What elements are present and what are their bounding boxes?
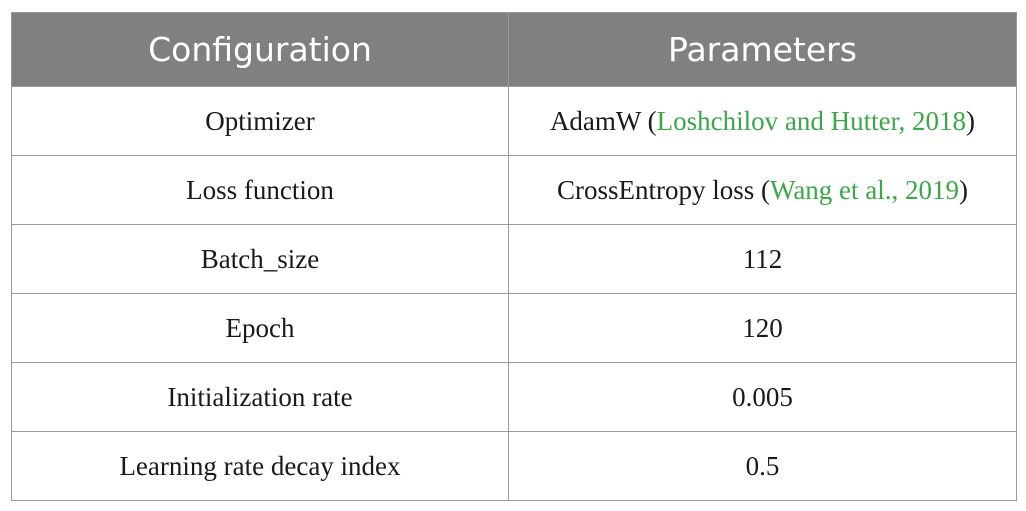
param-cell: 112 [508, 224, 1017, 294]
table-row: Batch_size 112 [11, 224, 1017, 294]
config-cell: Batch_size [11, 224, 509, 294]
config-cell: Loss function [11, 155, 509, 225]
citation-open: ( [640, 105, 657, 136]
citation-link[interactable]: Loshchilov and Hutter, 2018 [656, 105, 967, 136]
config-cell: Epoch [11, 293, 509, 363]
header-configuration: Configuration [11, 12, 509, 87]
config-cell: Learning rate decay index [11, 431, 509, 501]
table-row: Epoch 120 [11, 293, 1017, 363]
table-row: Learning rate decay index 0.5 [11, 431, 1017, 501]
config-cell: Initialization rate [11, 362, 509, 432]
param-cell: AdamW (Loshchilov and Hutter, 2018) [508, 86, 1017, 156]
config-table-container: Configuration Parameters Optimizer AdamW… [11, 12, 1017, 501]
table-header: Configuration Parameters [11, 12, 1017, 87]
param-value: AdamW [549, 105, 641, 136]
param-cell: CrossEntropy loss (Wang et al., 2019) [508, 155, 1017, 225]
param-cell: 0.005 [508, 362, 1017, 432]
param-cell: 120 [508, 293, 1017, 363]
header-row: Configuration Parameters [11, 12, 1017, 87]
table-row: Loss function CrossEntropy loss (Wang et… [11, 155, 1017, 225]
table-row: Optimizer AdamW (Loshchilov and Hutter, … [11, 86, 1017, 156]
citation-close: ) [959, 174, 969, 205]
citation-open: ( [754, 174, 770, 205]
param-cell: 0.5 [508, 431, 1017, 501]
citation-link[interactable]: Wang et al., 2019 [770, 174, 960, 205]
config-parameters-table: Configuration Parameters Optimizer AdamW… [11, 12, 1017, 501]
param-value: CrossEntropy loss [556, 174, 755, 205]
config-cell: Optimizer [11, 86, 509, 156]
citation-close: ) [966, 105, 976, 136]
header-parameters: Parameters [508, 12, 1017, 87]
table-body: Optimizer AdamW (Loshchilov and Hutter, … [11, 86, 1017, 501]
table-row: Initialization rate 0.005 [11, 362, 1017, 432]
